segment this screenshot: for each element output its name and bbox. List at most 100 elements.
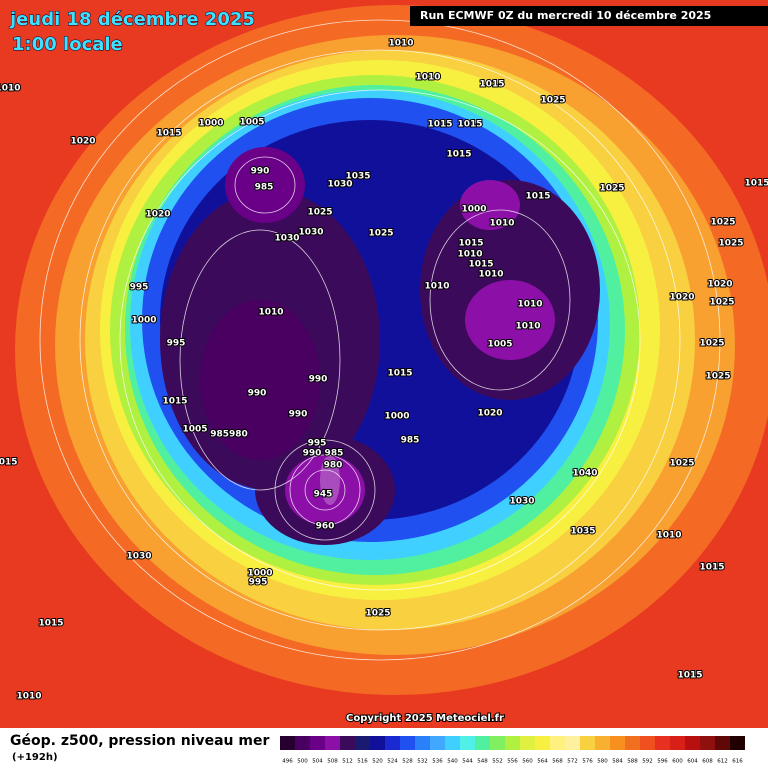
legend-label: 580: [597, 759, 608, 765]
date-title: jeudi 18 décembre 2025: [9, 9, 255, 30]
legend-swatch: [700, 736, 715, 750]
product-label: Géop. z500, pression niveau mer: [10, 733, 269, 749]
legend-swatch: [505, 736, 520, 750]
isobar-label: 1030: [509, 497, 534, 507]
legend-swatch: [400, 736, 415, 750]
legend-swatch: [550, 736, 565, 750]
legend-swatch: [310, 736, 325, 750]
isobar-label: 1020: [145, 210, 170, 220]
isobar-label: 990: [289, 410, 308, 420]
height-field: [15, 5, 768, 695]
isobar-label: 1025: [669, 459, 694, 469]
legend-swatch: [610, 736, 625, 750]
isobar-label: 1005: [487, 340, 512, 350]
isobar-label: 1000: [131, 316, 156, 326]
legend-label: 496: [282, 759, 293, 765]
isobar-label: 1015: [0, 458, 18, 468]
legend-swatch: [580, 736, 595, 750]
isobar-label: 1040: [572, 469, 597, 479]
isobar-label: 1010: [489, 219, 514, 229]
isobar-label: 1000: [461, 205, 486, 215]
isobar-label: 1015: [38, 619, 63, 629]
isobar-label: 1010: [415, 73, 440, 83]
legend-label: 568: [552, 759, 563, 765]
isobar-label: 1025: [710, 218, 735, 228]
isobar-label: 1015: [446, 150, 471, 160]
legend-label: 524: [387, 759, 398, 765]
legend-label: 500: [297, 759, 308, 765]
local-time: 1:00 locale: [12, 34, 123, 55]
legend-swatch: [325, 736, 340, 750]
legend-swatch: [730, 736, 745, 750]
isobar-label: 1015: [457, 120, 482, 130]
isobar-label: 1030: [274, 234, 299, 244]
isobar-lines: [39, 19, 721, 661]
isobar-label: 1035: [345, 172, 370, 182]
isobar-label: 1010: [0, 84, 21, 94]
legend-label: 512: [342, 759, 353, 765]
legend-label: 536: [432, 759, 443, 765]
legend-swatch: [655, 736, 670, 750]
lead-time: (+192h): [12, 752, 58, 763]
isobar-label: 1015: [162, 397, 187, 407]
legend-swatch: [430, 736, 445, 750]
legend-label: 604: [687, 759, 698, 765]
legend-swatch: [595, 736, 610, 750]
legend-swatch: [415, 736, 430, 750]
isobar-label: 1015: [156, 129, 181, 139]
isobar-label: 1020: [707, 280, 732, 290]
legend-label: 544: [462, 759, 473, 765]
legend-label: 520: [372, 759, 383, 765]
isobar-label: 1010: [424, 282, 449, 292]
isobar-label: 1000: [384, 412, 409, 422]
isobar-label: 1025: [599, 184, 624, 194]
isobar-label: 1015: [699, 563, 724, 573]
isobar-label: 1020: [669, 293, 694, 303]
legend-swatch: [715, 736, 730, 750]
isobar-label: 1000: [198, 119, 223, 129]
isobar-label: 1015: [677, 671, 702, 681]
legend-label: 528: [402, 759, 413, 765]
legend-swatch: [490, 736, 505, 750]
isobar-label: 1030: [298, 228, 323, 238]
isobar-label: 1000: [247, 569, 272, 579]
legend-label: 556: [507, 759, 518, 765]
legend-swatch: [280, 736, 295, 750]
isobar-label: 1015: [458, 239, 483, 249]
isobar-label: 1025: [365, 609, 390, 619]
isobar-label: 1015: [468, 260, 493, 270]
isobar-label: 1025: [699, 339, 724, 349]
legend-label: 516: [357, 759, 368, 765]
legend-label: 592: [642, 759, 653, 765]
isobar-label: 1010: [515, 322, 540, 332]
isobar-label: 985: [255, 183, 274, 193]
isobar-label: 945: [314, 490, 333, 500]
isobar-label: 1010: [388, 39, 413, 49]
legend-swatch: [625, 736, 640, 750]
legend-label: 532: [417, 759, 428, 765]
isobar-label: 995: [249, 578, 268, 588]
legend-label: 596: [657, 759, 668, 765]
legend-swatch: [370, 736, 385, 750]
legend-label: 508: [327, 759, 338, 765]
isobar-label: 1005: [182, 425, 207, 435]
legend-swatch: [670, 736, 685, 750]
isobar-label: 1025: [718, 239, 743, 249]
isobar-label: 1015: [479, 80, 504, 90]
run-info: Run ECMWF 0Z du mercredi 10 décembre 202…: [420, 9, 711, 22]
isobar-label: 1020: [477, 409, 502, 419]
isobar-label: 995: [130, 283, 149, 293]
legend-swatch: [340, 736, 355, 750]
isobar-label: 1010: [517, 300, 542, 310]
legend-label: 504: [312, 759, 323, 765]
isobar-label: 980: [324, 461, 343, 471]
isobar-label: 1010: [656, 531, 681, 541]
isobar-label: 960: [316, 522, 335, 532]
isobar-label: 990 985: [303, 449, 344, 459]
legend-swatch: [685, 736, 700, 750]
legend-label: 588: [627, 759, 638, 765]
legend-label: 560: [522, 759, 533, 765]
color-legend: 496 500 504 508 512 516 520 524 528 532 536 540 544 5…: [280, 736, 745, 765]
isobar-label: 1030: [327, 180, 352, 190]
legend-swatch: [640, 736, 655, 750]
